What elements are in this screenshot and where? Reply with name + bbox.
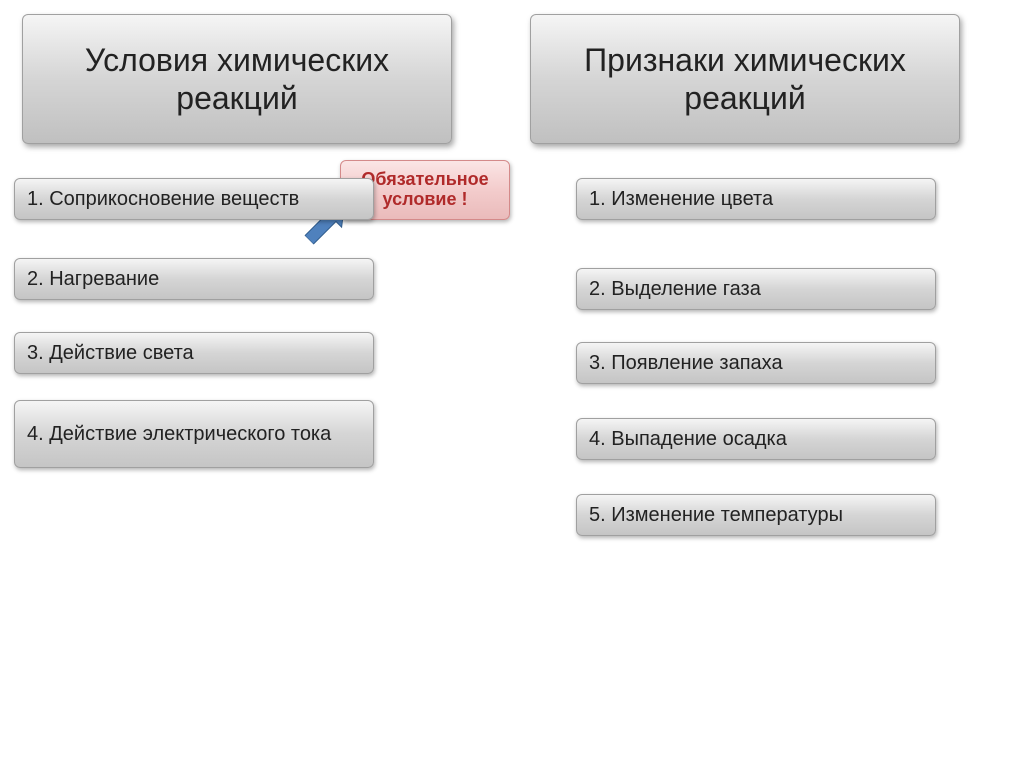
- header-signs: Признаки химических реакций: [530, 14, 960, 144]
- sign-item-5: 5. Изменение температуры: [576, 494, 936, 536]
- header-conditions: Условия химических реакций: [22, 14, 452, 144]
- condition-item-3: 3. Действие света: [14, 332, 374, 374]
- sign-item-4: 4. Выпадение осадка: [576, 418, 936, 460]
- condition-item-4: 4. Действие электрического тока: [14, 400, 374, 468]
- sign-item-1: 1. Изменение цвета: [576, 178, 936, 220]
- sign-item-2: 2. Выделение газа: [576, 268, 936, 310]
- condition-item-2: 2. Нагревание: [14, 258, 374, 300]
- condition-item-1: 1. Соприкосновение веществ: [14, 178, 374, 220]
- sign-item-3: 3. Появление запаха: [576, 342, 936, 384]
